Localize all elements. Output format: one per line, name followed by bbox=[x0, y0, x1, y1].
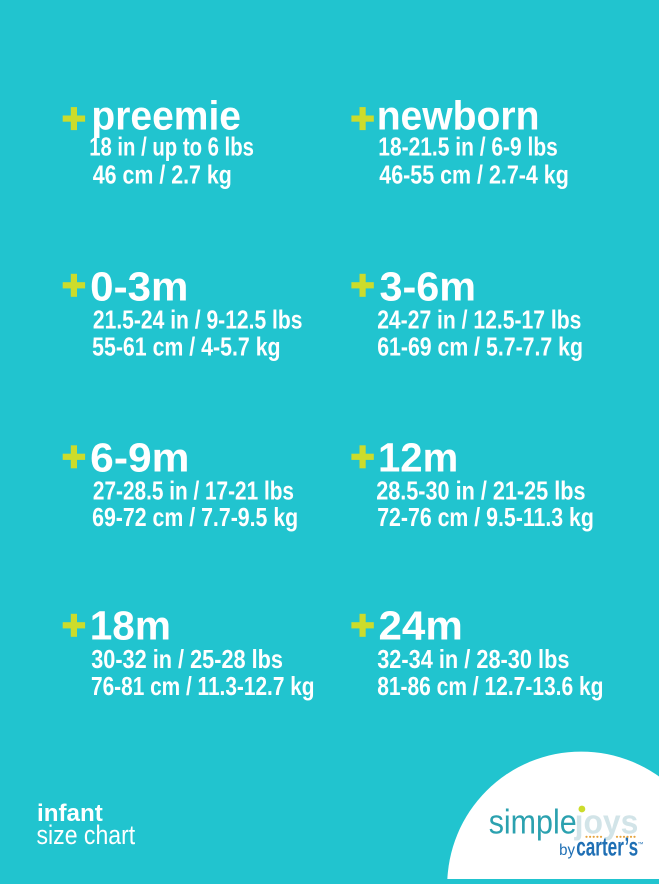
svg-text:3-6m: 3-6m bbox=[380, 264, 477, 310]
svg-text:newborn: newborn bbox=[377, 92, 540, 138]
svg-text:46 cm / 2.7 kg: 46 cm / 2.7 kg bbox=[93, 160, 232, 190]
svg-text:6-9m: 6-9m bbox=[90, 435, 189, 481]
svg-text:0-3m: 0-3m bbox=[90, 264, 188, 310]
svg-text:27-28.5 in / 17-21 lbs: 27-28.5 in / 17-21 lbs bbox=[93, 476, 294, 506]
svg-text:18 in / up to 6 lbs: 18 in / up to 6 lbs bbox=[89, 132, 254, 162]
svg-text:46-55 cm / 2.7-4 kg: 46-55 cm / 2.7-4 kg bbox=[379, 160, 569, 190]
svg-text:™: ™ bbox=[638, 841, 644, 848]
svg-text:18m: 18m bbox=[90, 603, 171, 649]
svg-text:72-76 cm / 9.5-11.3 kg: 72-76 cm / 9.5-11.3 kg bbox=[377, 502, 594, 532]
svg-text:21.5-24 in / 9-12.5 lbs: 21.5-24 in / 9-12.5 lbs bbox=[93, 305, 303, 335]
svg-text:24-27 in / 12.5-17 lbs: 24-27 in / 12.5-17 lbs bbox=[377, 305, 581, 335]
svg-text:size chart: size chart bbox=[37, 820, 136, 850]
svg-text:preemie: preemie bbox=[91, 92, 241, 138]
svg-text:55-61 cm / 4-5.7 kg: 55-61 cm / 4-5.7 kg bbox=[92, 332, 281, 362]
svg-text:18-21.5 in / 6-9 lbs: 18-21.5 in / 6-9 lbs bbox=[378, 132, 558, 162]
svg-text:32-34 in / 28-30 lbs: 32-34 in / 28-30 lbs bbox=[377, 644, 569, 674]
svg-text:simple: simple bbox=[489, 803, 577, 841]
svg-text:76-81 cm / 11.3-12.7 kg: 76-81 cm / 11.3-12.7 kg bbox=[91, 671, 315, 701]
svg-text:69-72 cm / 7.7-9.5 kg: 69-72 cm / 7.7-9.5 kg bbox=[92, 502, 298, 532]
svg-text:by: by bbox=[559, 842, 575, 859]
svg-text:28.5-30 in / 21-25 lbs: 28.5-30 in / 21-25 lbs bbox=[376, 476, 585, 506]
svg-text:24m: 24m bbox=[379, 603, 463, 649]
svg-text:carter’s: carter’s bbox=[576, 831, 638, 861]
svg-text:infant: infant bbox=[37, 800, 103, 827]
svg-text:12m: 12m bbox=[378, 435, 458, 481]
svg-text:30-32 in / 25-28 lbs: 30-32 in / 25-28 lbs bbox=[91, 644, 283, 674]
svg-text:61-69 cm / 5.7-7.7 kg: 61-69 cm / 5.7-7.7 kg bbox=[377, 332, 583, 362]
svg-text:81-86 cm / 12.7-13.6 kg: 81-86 cm / 12.7-13.6 kg bbox=[377, 671, 603, 701]
